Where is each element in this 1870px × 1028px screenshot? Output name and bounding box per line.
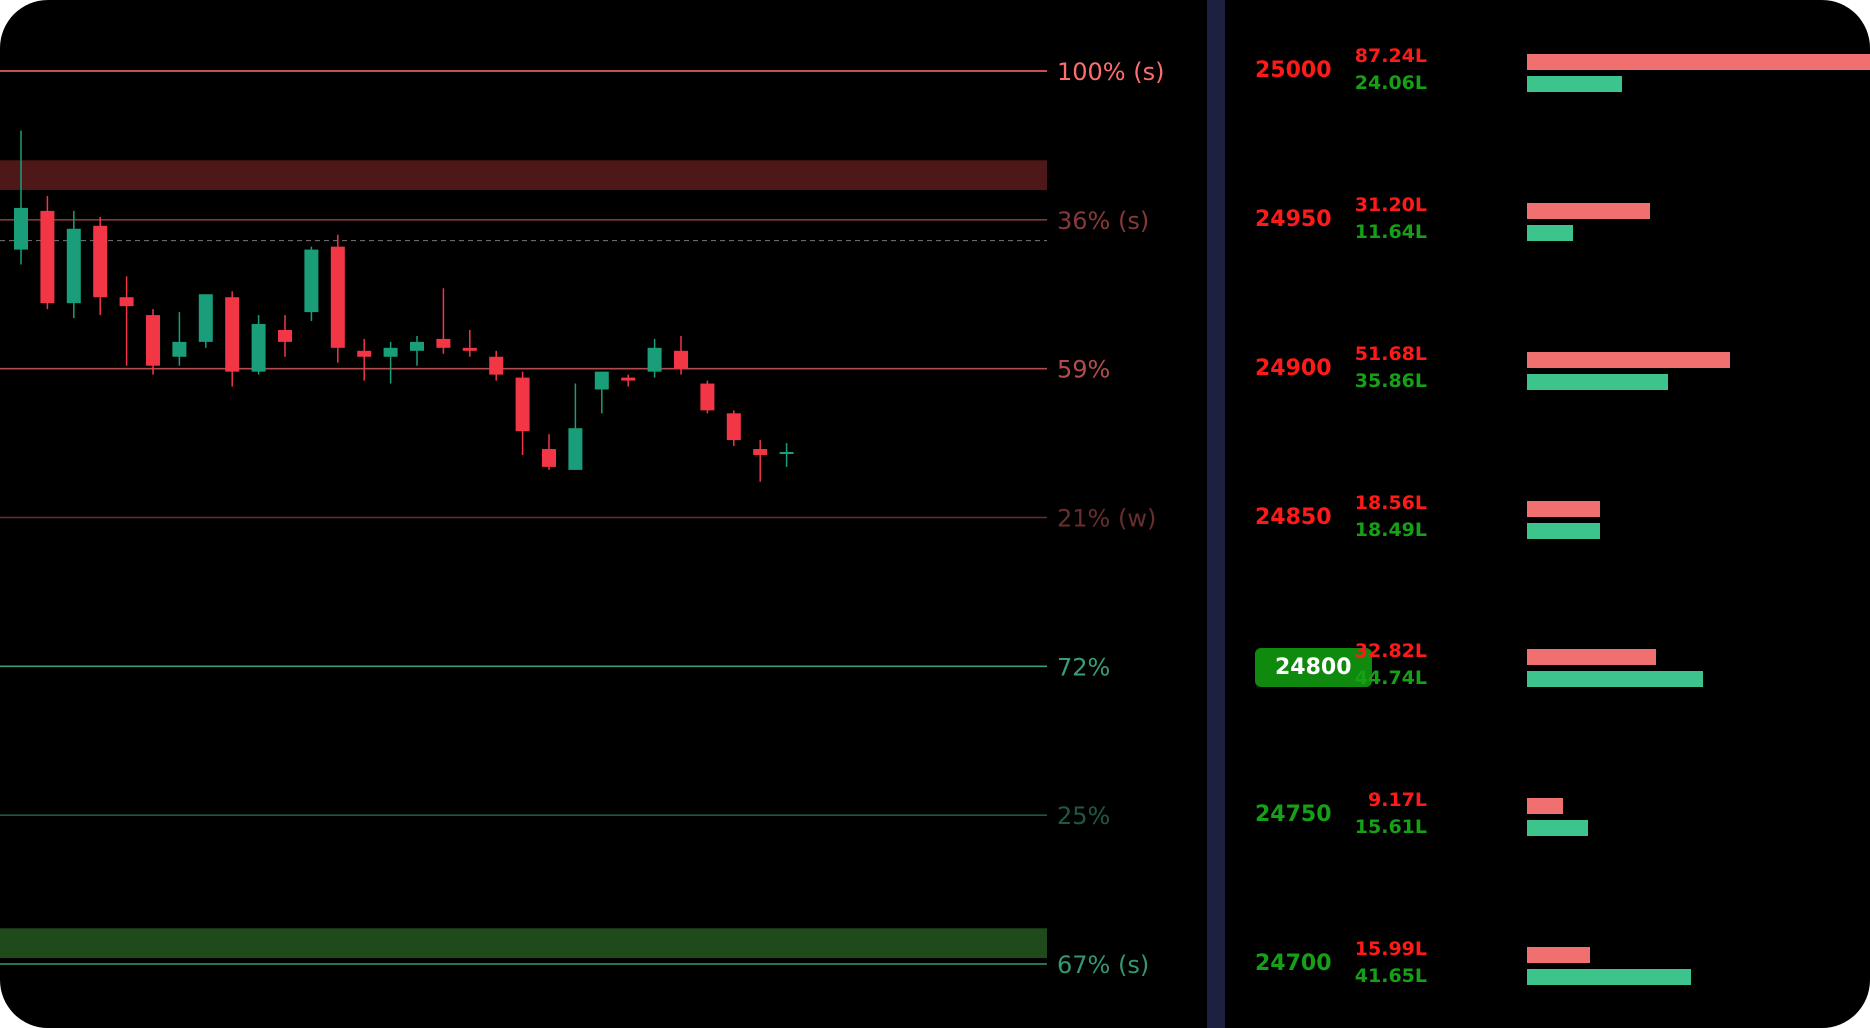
candle-body [278,329,292,342]
level-label: 21% (w) [1057,505,1156,533]
level-label: 72% [1057,653,1110,681]
put-oi-value-text: 11.64L [1354,220,1427,243]
candle-body [357,350,372,357]
candle-body [647,347,662,372]
put-oi-bar [1527,76,1622,92]
call-oi-value-text: 9.17L [1368,789,1427,812]
candle-body [594,371,609,390]
candle-body [436,338,451,348]
candle-body [779,452,794,455]
candlestick-chart: 100% (s) 36% (s) 59% 21% (w) 72% 25% 67% (s) [0,58,1164,979]
put-oi-value-text: 24.06L [1354,72,1427,94]
candle-body [119,297,134,307]
call-oi-bar [1527,54,1870,70]
put-oi-value-text: 15.61L [1354,816,1427,839]
call-oi-bar [1527,947,1590,963]
candle-body [172,341,187,357]
call-oi-value-text: 51.68L [1354,342,1427,365]
zone-red-0 [0,160,1047,191]
candle-body [568,428,583,470]
atm-strike-badge: 24800 [1255,648,1372,688]
put-oi-value-text: 35.86L [1354,369,1427,392]
candle-body [462,347,477,351]
candle-body [146,315,160,366]
strike-price: 24950 [1255,206,1332,232]
put-oi-bar [1527,373,1668,390]
strike-price: 24750 [1255,802,1332,828]
call-oi-value-text: 15.99L [1354,938,1427,960]
level-label: 25% [1057,802,1110,830]
candle-body [66,228,81,304]
put-oi-value-text: 44.74L [1354,667,1427,690]
candle-body [621,377,636,381]
candle-body [410,341,424,351]
candle-body [40,210,55,304]
candle-body [14,207,28,250]
candle-body [674,350,688,369]
candle-body [198,294,213,342]
put-oi-bar [1527,522,1600,539]
strike-price: 24900 [1255,355,1332,381]
candle-body [93,225,108,298]
candle-body [489,356,504,375]
level-label: 36% (s) [1057,207,1149,235]
candle-body [542,449,556,467]
put-oi-bar [1527,224,1573,241]
put-oi-bar [1527,820,1589,837]
call-oi-bar [1527,649,1657,666]
zone-green-1 [0,928,1047,959]
candle-body [251,324,266,372]
put-oi-bar [1527,671,1703,688]
call-oi-value-text: 31.20L [1354,193,1427,216]
candle-body [726,413,741,441]
strike-price: 24700 [1255,951,1332,976]
call-oi-bar [1527,202,1650,219]
strike-price: 24850 [1255,504,1332,530]
candle-body [225,297,240,372]
call-oi-value-text: 87.24L [1354,45,1427,67]
level-label: 59% [1057,356,1110,384]
candle-body [383,347,398,357]
call-oi-bar [1527,798,1564,815]
candle-body [515,377,530,432]
put-oi-value-text: 18.49L [1354,518,1427,541]
panel-divider[interactable] [1207,0,1225,1028]
call-oi-value-text: 18.56L [1354,491,1427,514]
candle-body [700,383,715,411]
call-oi-value-text: 32.82L [1354,640,1427,663]
oi-table: 25000 87.24L 24.06L 24950 31.20L 11.64L 24900 5… [1225,0,1870,1028]
put-oi-bar [1527,969,1691,985]
call-oi-bar [1527,351,1731,368]
level-label: 100% (s) [1057,58,1164,86]
level-label: 67% (s) [1057,951,1149,979]
candle-body [304,249,319,313]
candle-body [753,449,768,455]
put-oi-value-text: 41.65L [1354,965,1427,987]
strike-price: 25000 [1255,58,1332,83]
call-oi-bar [1527,500,1600,517]
candle-body [330,246,345,348]
